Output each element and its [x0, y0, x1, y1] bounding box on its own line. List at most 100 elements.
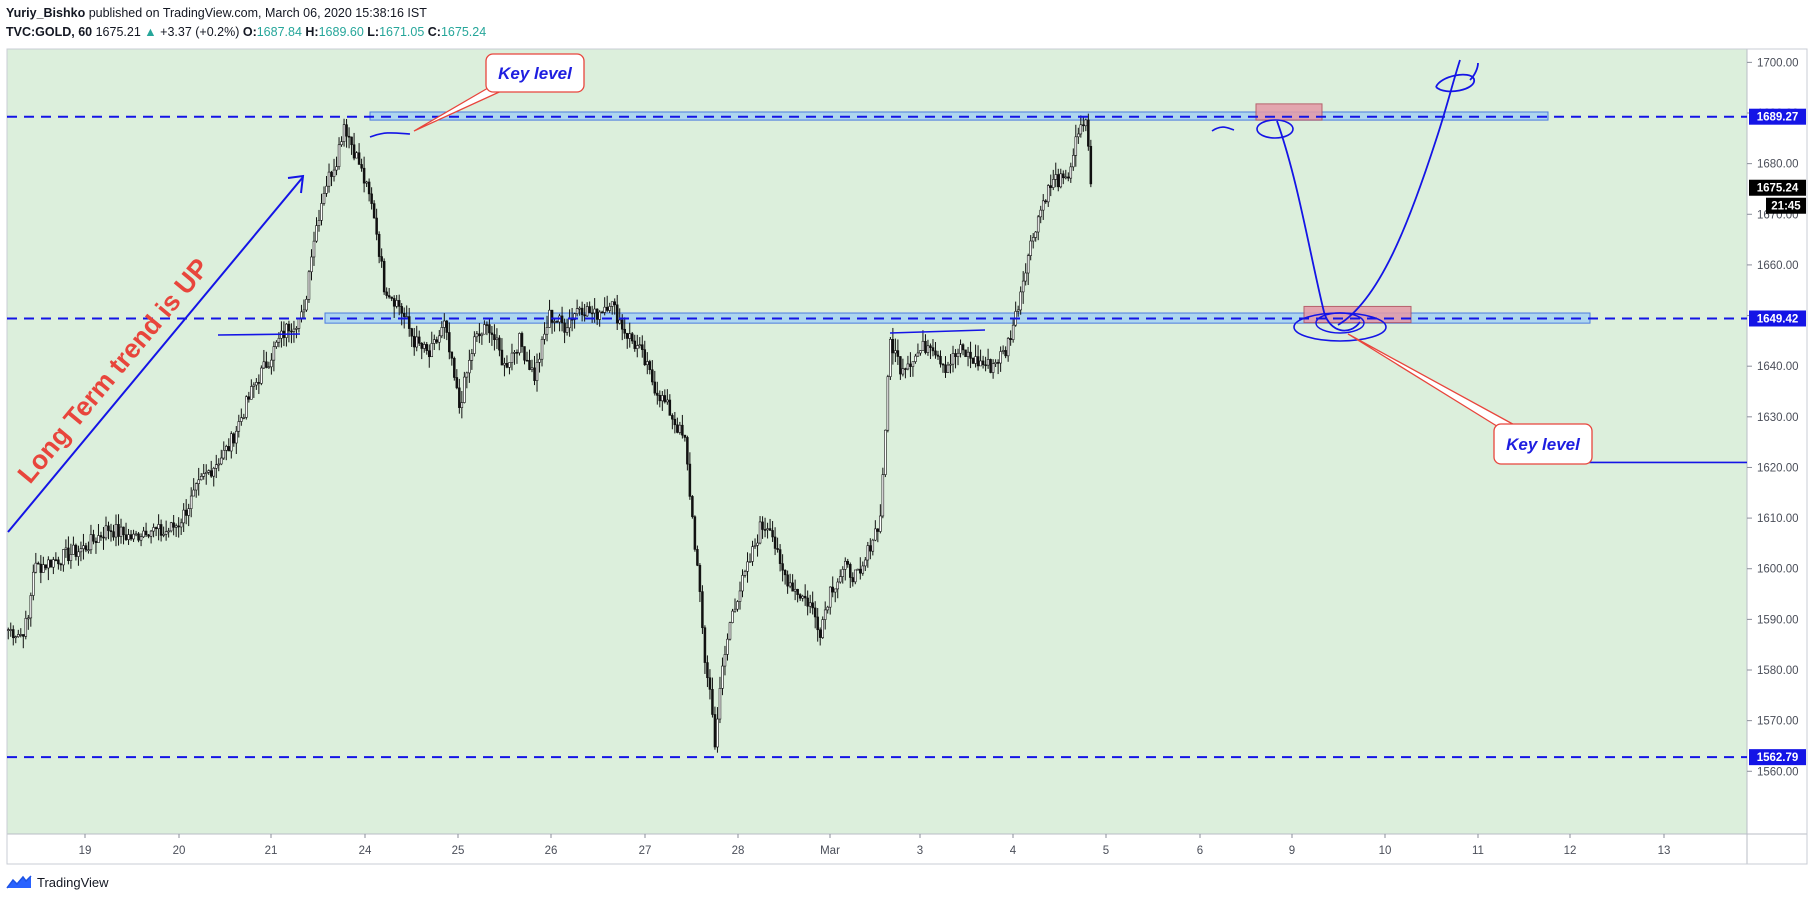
- author-name[interactable]: Yuriy_Bishko: [6, 6, 86, 20]
- candle-body: [114, 524, 118, 538]
- callout-top-box: [485, 53, 585, 93]
- candle-body: [493, 334, 496, 341]
- candle-body: [620, 319, 624, 330]
- candle-body: [82, 545, 85, 549]
- price-tick-label: 1620.00: [1757, 462, 1799, 474]
- plot-area[interactable]: [7, 49, 1747, 834]
- candle-body: [410, 328, 413, 337]
- candle-body: [64, 547, 68, 550]
- candle-body: [240, 417, 243, 422]
- candle-body: [169, 522, 173, 532]
- candle-body: [976, 356, 980, 367]
- candle-body: [884, 429, 887, 475]
- candle-body: [1069, 166, 1073, 179]
- change-up-icon: ▲: [144, 25, 157, 39]
- candle-body: [1004, 350, 1007, 357]
- candle-body: [633, 340, 637, 349]
- candle-body: [613, 301, 616, 306]
- countdown-bg: [1766, 197, 1806, 214]
- candle-body: [157, 524, 160, 530]
- candle-body: [305, 299, 308, 311]
- level-price-label: 1689.27: [1757, 112, 1799, 124]
- candle-body: [999, 351, 1002, 364]
- candle-body: [949, 363, 952, 366]
- time-tick-label: 20: [173, 845, 186, 857]
- candle-body: [698, 565, 702, 592]
- candle-body: [119, 526, 123, 537]
- candle-body: [425, 344, 429, 351]
- candle-body: [683, 434, 687, 438]
- candle-body: [971, 358, 975, 364]
- candle-body: [738, 590, 742, 602]
- candle-body: [252, 384, 256, 387]
- candle-body: [242, 417, 246, 419]
- candle-body: [12, 629, 15, 639]
- candle-body: [177, 525, 180, 528]
- candle-body: [766, 528, 769, 531]
- candle-body: [1057, 174, 1060, 188]
- candle-body: [771, 530, 774, 538]
- time-axis[interactable]: 19 20 21 24 25 26 27 28 Mar 3 4 5 6 9 10 11 12 13: [79, 834, 1671, 857]
- candle-body: [250, 386, 253, 400]
- candle-body: [1082, 124, 1085, 127]
- candle-body: [385, 291, 388, 296]
- candle-body: [217, 463, 221, 466]
- candle-body: [671, 415, 674, 420]
- candle-body: [643, 349, 647, 366]
- candle-body: [946, 364, 950, 373]
- candle-body: [287, 323, 291, 332]
- candle-body: [595, 308, 599, 320]
- candle-body: [796, 588, 799, 595]
- candle-body: [370, 193, 373, 204]
- candle-body: [781, 563, 784, 571]
- candle-body: [826, 606, 829, 611]
- candle-body: [37, 562, 40, 565]
- price-tick-label: 1700.00: [1757, 57, 1799, 69]
- candle-body: [67, 547, 70, 561]
- candle-body: [944, 364, 947, 373]
- bar-countdown: 21:45: [1771, 201, 1801, 213]
- candle-body: [49, 559, 53, 568]
- candle-body: [194, 483, 198, 491]
- candle-body: [232, 433, 236, 444]
- candle-body: [1026, 255, 1030, 274]
- candle-body: [112, 531, 115, 538]
- candle-body: [813, 607, 817, 618]
- candle-body: [891, 339, 895, 354]
- price-tick-label: 1610.00: [1757, 513, 1799, 525]
- candle-body: [851, 577, 855, 583]
- candle-body: [763, 529, 767, 531]
- candle-body: [844, 560, 847, 570]
- candle-body: [212, 467, 215, 477]
- candle-body: [300, 311, 303, 319]
- candle-body: [202, 473, 205, 477]
- candle-body: [989, 359, 992, 373]
- candle-body: [691, 496, 694, 518]
- tradingview-logo[interactable]: TradingView: [6, 874, 109, 890]
- candle-body: [573, 313, 576, 320]
- price-axis[interactable]: 1560.00 1570.00 1580.00 1590.00 1600.00 1610.…: [1747, 57, 1799, 778]
- candle-body: [731, 610, 734, 623]
- candle-body: [1046, 185, 1050, 203]
- candle-body: [510, 352, 514, 363]
- candle-body: [500, 349, 504, 366]
- time-tick-label: 6: [1197, 845, 1203, 857]
- candle-body: [793, 588, 797, 592]
- candle-body: [1049, 185, 1053, 188]
- candle-body: [673, 418, 677, 426]
- projected-rise-path: [1337, 59, 1461, 326]
- candle-body: [478, 333, 481, 337]
- candle-body: [97, 535, 100, 543]
- candle-body: [199, 476, 203, 481]
- symbol-label[interactable]: TVC:GOLD, 60: [6, 25, 93, 39]
- candle-body: [603, 306, 606, 313]
- candle-body: [954, 353, 957, 358]
- candle-body: [488, 324, 491, 334]
- last-price: 1675.21: [95, 25, 141, 39]
- candle-body: [806, 597, 809, 607]
- time-tick-label: 12: [1564, 845, 1577, 857]
- candle-body: [342, 124, 346, 142]
- candle-body: [1062, 173, 1065, 179]
- low-label: L:: [367, 25, 380, 39]
